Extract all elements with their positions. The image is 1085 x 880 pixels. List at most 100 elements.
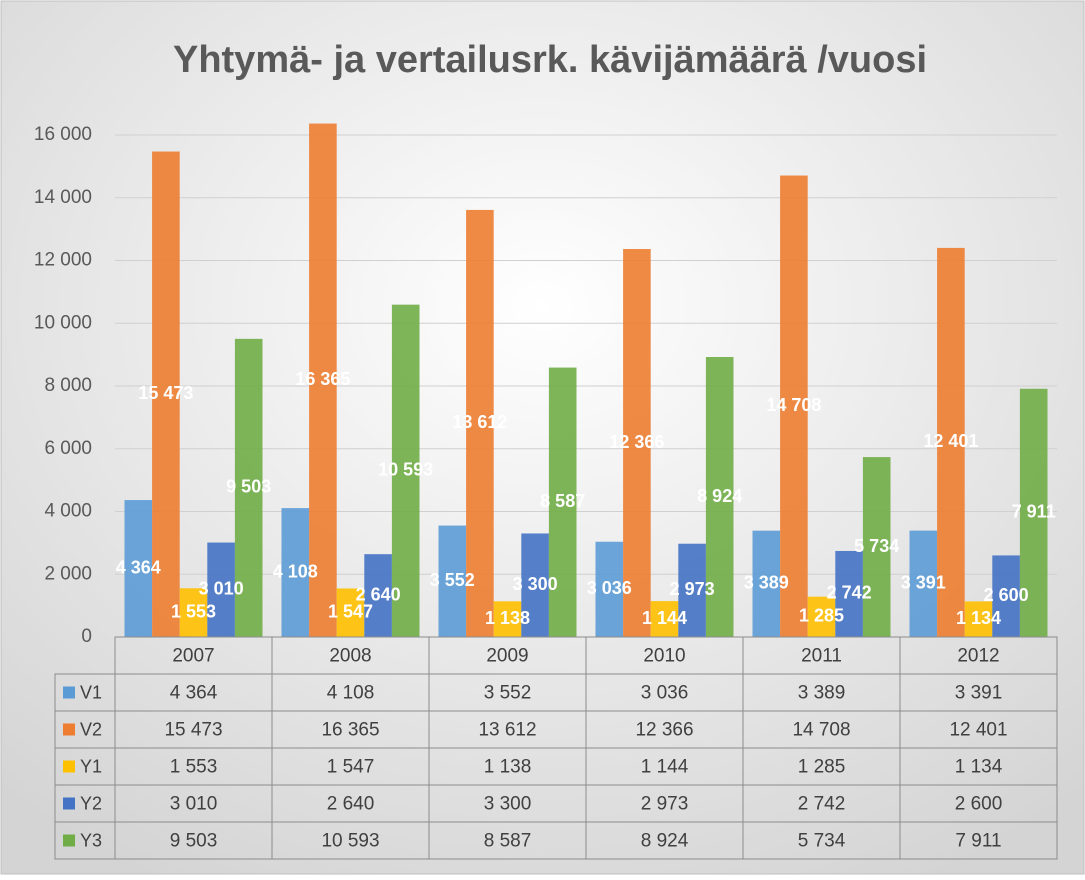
data-label: 1 547	[328, 601, 373, 621]
bar	[493, 601, 522, 637]
bar	[521, 533, 549, 637]
legend-swatch	[63, 686, 75, 699]
bar	[862, 457, 891, 637]
bar	[438, 525, 467, 637]
bar	[623, 249, 651, 637]
table-cell: 2 600	[955, 794, 1003, 815]
bar	[309, 123, 337, 638]
table-cell: 3 010	[170, 794, 218, 815]
legend-label: V1	[80, 682, 102, 702]
data-label: 1 285	[799, 606, 844, 626]
bar	[678, 543, 706, 637]
bar	[595, 541, 624, 637]
data-label: 3 389	[744, 573, 789, 593]
table-cell: 12 366	[635, 720, 693, 741]
table-cell: 10 593	[321, 831, 379, 852]
y-tick-label: 6 000	[44, 438, 92, 459]
legend-label: V2	[80, 719, 102, 739]
table-cell: 15 473	[164, 720, 222, 741]
y-tick-label: 10 000	[34, 312, 92, 333]
table-cell: 13 612	[478, 720, 536, 741]
data-label: 9 503	[226, 477, 271, 497]
bar	[207, 542, 235, 637]
table-cell: 12 401	[949, 720, 1007, 741]
bar	[1019, 388, 1048, 637]
data-label: 1 134	[956, 608, 1001, 628]
y-tick-label: 4 000	[44, 501, 92, 522]
table-cell: 1 285	[798, 757, 846, 778]
y-tick-label: 14 000	[34, 187, 92, 208]
bar	[124, 500, 153, 637]
table-cell: 1 134	[955, 757, 1003, 778]
y-tick-label: 8 000	[44, 375, 92, 396]
bar	[807, 596, 836, 637]
data-label: 3 010	[199, 579, 244, 599]
table-cell: 8 587	[484, 831, 532, 852]
legend-swatch	[63, 797, 75, 810]
legend-label: Y1	[80, 756, 102, 776]
x-tick-label: 2010	[643, 646, 685, 667]
data-label: 4 364	[116, 557, 161, 577]
data-label: 12 366	[609, 432, 664, 452]
table-cell: 2 742	[798, 794, 846, 815]
bar	[234, 338, 263, 637]
x-tick-label: 2007	[172, 646, 214, 667]
table-cell: 1 138	[484, 757, 532, 778]
y-tick-label: 2 000	[44, 563, 92, 584]
data-label: 13 612	[452, 412, 507, 432]
chart-title: Yhtymä- ja vertailusrk. kävijämäärä /vuo…	[173, 39, 927, 81]
table-cell: 3 389	[798, 683, 846, 704]
data-label: 8 924	[697, 486, 742, 506]
bar	[336, 588, 365, 637]
table-cell: 1 547	[327, 757, 375, 778]
table-cell: 8 924	[641, 831, 689, 852]
bar	[152, 151, 180, 638]
table-cell: 5 734	[798, 831, 846, 852]
bar	[909, 530, 938, 637]
bar	[548, 367, 577, 637]
table-cell: 1 553	[170, 757, 218, 778]
data-label: 12 401	[923, 431, 978, 451]
bar	[650, 601, 679, 637]
y-tick-label: 12 000	[34, 250, 92, 271]
data-label: 14 708	[766, 395, 821, 415]
data-label: 1 553	[171, 601, 216, 621]
table-cell: 3 391	[955, 683, 1003, 704]
bar	[179, 588, 208, 637]
data-label: 2 742	[827, 583, 872, 603]
y-tick-label: 0	[81, 626, 92, 647]
data-label: 7 911	[1012, 502, 1056, 522]
legend-swatch	[63, 760, 75, 773]
bar	[992, 555, 1020, 637]
data-label: 3 552	[430, 570, 475, 590]
table-cell: 3 552	[484, 683, 532, 704]
bar	[281, 508, 310, 637]
legend-label: Y2	[80, 793, 102, 813]
data-label: 2 973	[670, 579, 715, 599]
x-tick-label: 2012	[957, 646, 999, 667]
legend-label: Y3	[80, 830, 102, 850]
data-label: 3 391	[901, 573, 946, 593]
table-cell: 4 108	[327, 683, 375, 704]
data-label: 10 593	[378, 460, 433, 480]
x-tick-label: 2009	[486, 646, 528, 667]
data-label: 3 300	[513, 574, 558, 594]
bar	[937, 247, 965, 637]
data-label: 4 108	[273, 561, 318, 581]
table-cell: 16 365	[321, 720, 379, 741]
bar	[835, 550, 863, 637]
legend-swatch	[63, 834, 75, 847]
bar	[780, 175, 808, 637]
table-cell: 2 973	[641, 794, 689, 815]
table-cell: 3 036	[641, 683, 689, 704]
table-cell: 9 503	[170, 831, 218, 852]
table-cell: 1 144	[641, 757, 689, 778]
table-cell: 7 911	[955, 831, 1001, 852]
data-label: 8 587	[540, 491, 585, 511]
bar	[364, 554, 392, 637]
data-label: 15 473	[138, 383, 193, 403]
legend-swatch	[63, 723, 75, 736]
table-cell: 3 300	[484, 794, 532, 815]
